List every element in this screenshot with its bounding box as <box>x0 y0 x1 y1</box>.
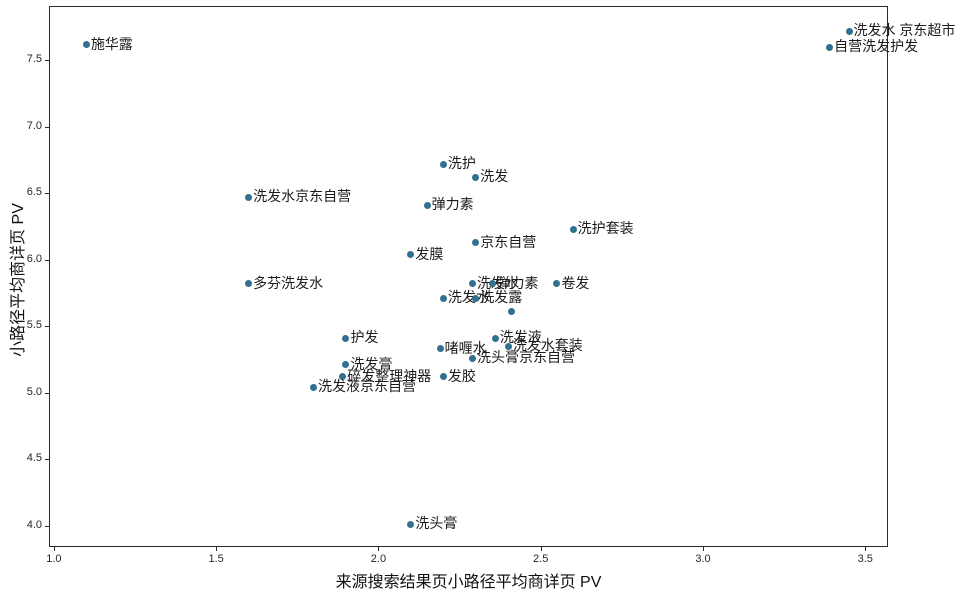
y-axis-title: 小路径平均商详页 PV <box>10 203 27 357</box>
x-tick-label: 2.5 <box>533 553 549 565</box>
scatter-point <box>491 334 499 342</box>
point-label: 洗发水 <box>477 274 520 291</box>
point-label: 洗发水套装 <box>512 337 583 354</box>
point-label: 护发 <box>350 329 379 346</box>
point-label: 洗头膏京东自营 <box>477 349 576 366</box>
scatter-point <box>472 294 480 302</box>
point-label: 洗发 <box>480 168 509 185</box>
point-label: 洗发膏 <box>350 355 393 372</box>
x-tick-mark <box>865 547 867 551</box>
scatter-point <box>469 354 477 362</box>
scatter-point <box>342 334 350 342</box>
x-tick-label: 3.0 <box>695 553 711 565</box>
scatter-point <box>504 342 512 350</box>
point-label: 洗护套装 <box>577 220 634 237</box>
point-label: 施华露 <box>90 35 133 52</box>
y-tick-mark <box>45 392 49 394</box>
point-label: 卷发 <box>561 274 590 291</box>
y-tick-label: 4.5 <box>26 452 42 465</box>
y-tick-label: 7.0 <box>26 119 42 132</box>
y-tick-mark <box>45 525 49 527</box>
point-label: 京东自营 <box>480 233 537 250</box>
point-label: 洗发水京东自营 <box>253 188 352 205</box>
point-label: 洗头膏 <box>415 515 458 532</box>
y-tick-mark <box>45 259 49 261</box>
x-axis-title: 来源搜索结果页小路径平均商详页 PV <box>335 574 602 591</box>
y-tick-mark <box>45 326 49 328</box>
point-label: 洗护 <box>447 155 476 172</box>
x-tick-label: 2.0 <box>370 553 387 565</box>
point-label: 弹力素 <box>431 196 474 213</box>
x-tick-mark <box>702 547 704 551</box>
point-label: 自营洗发护发 <box>834 38 919 55</box>
scatter-point <box>436 345 444 353</box>
y-tick-label: 5.0 <box>26 385 42 398</box>
scatter-point <box>439 294 447 302</box>
point-label: 多芬洗发水 <box>253 274 324 291</box>
y-tick-mark <box>45 193 49 195</box>
scatter-point <box>423 201 431 209</box>
x-tick-mark <box>53 547 55 551</box>
y-tick-label: 4.0 <box>26 518 42 531</box>
scatter-point <box>342 361 350 369</box>
scatter-point <box>407 251 415 259</box>
x-tick-label: 3.5 <box>857 553 873 565</box>
x-tick-label: 1.0 <box>46 553 62 565</box>
scatter-point <box>472 239 480 247</box>
scatter-point <box>245 280 253 288</box>
y-tick-mark <box>45 60 49 62</box>
point-label: 发胶 <box>447 367 476 384</box>
scatter-point <box>439 160 447 168</box>
point-label: 洗发液 <box>499 329 542 346</box>
scatter-point <box>310 383 318 391</box>
scatter-point <box>826 43 834 51</box>
point-label: 洗发露 <box>480 289 523 306</box>
x-tick-mark <box>216 547 218 551</box>
scatter-point <box>82 41 90 49</box>
scatter-point <box>508 308 515 316</box>
y-tick-mark <box>45 459 49 461</box>
plot-area <box>49 6 888 547</box>
y-tick-label: 7.5 <box>26 53 42 66</box>
scatter-point <box>469 280 477 288</box>
point-label: 洗发液京东自营 <box>318 378 417 395</box>
scatter-point <box>569 225 577 233</box>
point-label: 啫喱水 <box>444 339 487 356</box>
scatter-point <box>488 280 496 288</box>
scatter-point <box>245 193 253 201</box>
scatter-point <box>407 520 415 528</box>
scatter-point <box>439 373 447 381</box>
point-label: 碎发整理神器 <box>347 367 432 384</box>
x-tick-mark <box>540 547 542 551</box>
y-tick-label: 5.5 <box>26 319 42 332</box>
x-tick-mark <box>378 547 380 551</box>
scatter-point <box>845 27 853 35</box>
point-label: 洗发水 京东超市 <box>853 22 956 39</box>
y-tick-mark <box>45 126 49 128</box>
y-tick-label: 6.0 <box>26 252 42 265</box>
scatter-point <box>339 373 347 381</box>
point-label: 发膜 <box>415 245 444 262</box>
point-label: 弹力素 <box>496 274 539 291</box>
scatter-point <box>472 173 480 181</box>
scatter-point <box>553 280 561 288</box>
y-tick-label: 6.5 <box>26 186 42 199</box>
point-label: 洗发水 <box>447 289 490 306</box>
x-tick-label: 1.5 <box>208 553 224 565</box>
